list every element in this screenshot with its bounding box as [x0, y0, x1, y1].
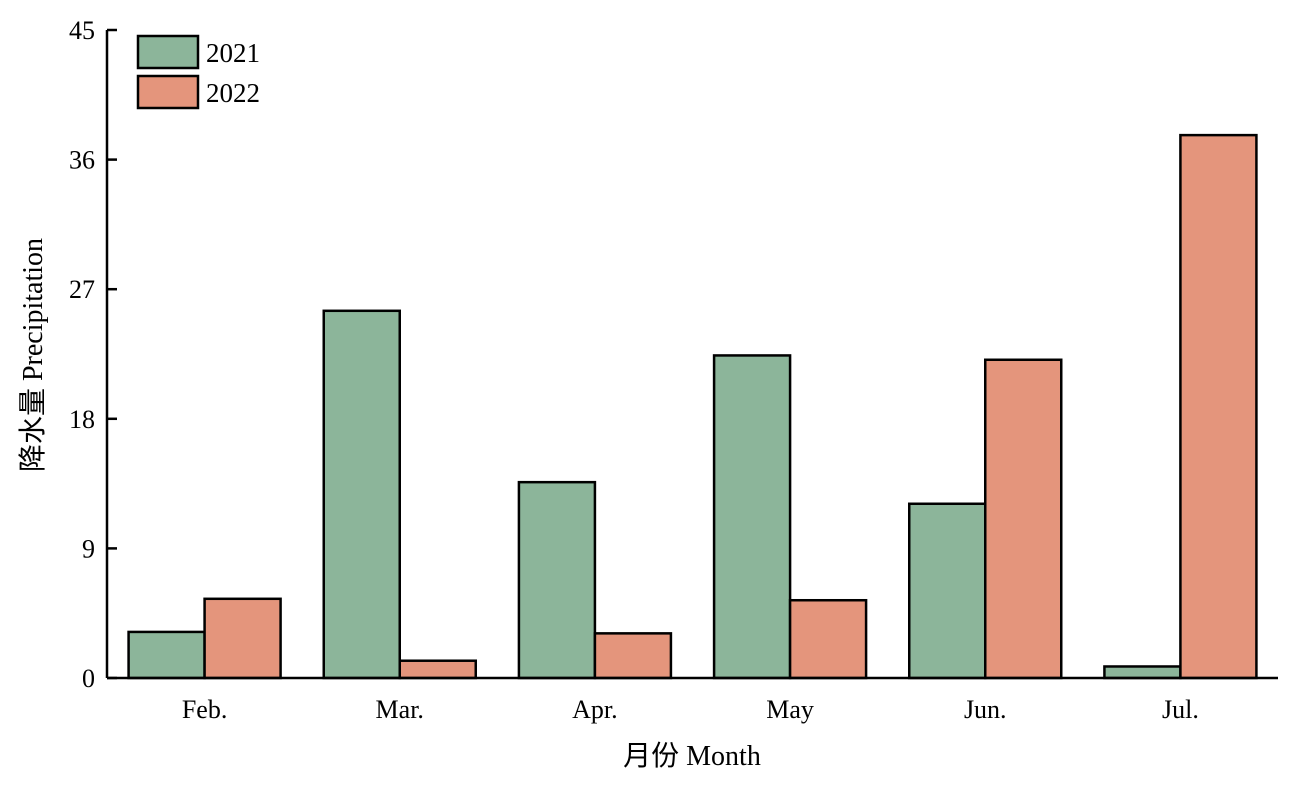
x-tick-label: Feb.	[182, 695, 228, 724]
bar-2021-apr	[517, 480, 597, 680]
x-tick-label: Jun.	[964, 695, 1007, 724]
legend-label-2022: 2022	[206, 78, 260, 108]
bar-2022-feb	[203, 597, 282, 680]
bar-2021-jun	[908, 502, 987, 680]
legend-label-2021: 2021	[206, 38, 260, 68]
bars-layer	[127, 133, 1258, 680]
legend-swatch-2021	[136, 34, 200, 70]
bar-2021-feb	[127, 630, 206, 680]
y-tick-label: 27	[69, 275, 95, 304]
x-tick-label: Apr.	[572, 695, 618, 724]
bar-2022-may	[788, 598, 868, 680]
x-tick-label: May	[766, 695, 814, 724]
bar-2022-apr	[593, 632, 673, 680]
y-tick-label: 45	[69, 16, 95, 45]
y-axis-title: 降水量 Precipitation	[17, 238, 49, 472]
bar-2021-may	[712, 354, 792, 680]
legend: 2021 2022	[136, 34, 260, 110]
bar-2022-jul	[1179, 133, 1258, 680]
bar-2022-mar	[398, 659, 477, 680]
axes-layer	[105, 30, 1278, 680]
y-tick-label: 36	[69, 146, 95, 175]
bar-2021-jul	[1103, 665, 1182, 680]
legend-swatch-2022	[136, 74, 200, 110]
x-axis-title: 月份 Month	[623, 740, 761, 772]
bar-2022-jun	[984, 358, 1063, 680]
x-tick-label: Jul.	[1162, 695, 1199, 724]
y-tick-label: 9	[82, 534, 95, 563]
y-ticks: 0 9 18 27 36 45	[69, 16, 117, 693]
y-tick-label: 0	[82, 664, 95, 693]
bar-2021-mar	[322, 309, 401, 680]
x-tick-label: Mar.	[376, 695, 424, 724]
y-tick-label: 18	[69, 405, 95, 434]
x-ticks: Feb. Mar. Apr. May Jun. Jul.	[182, 695, 1199, 724]
